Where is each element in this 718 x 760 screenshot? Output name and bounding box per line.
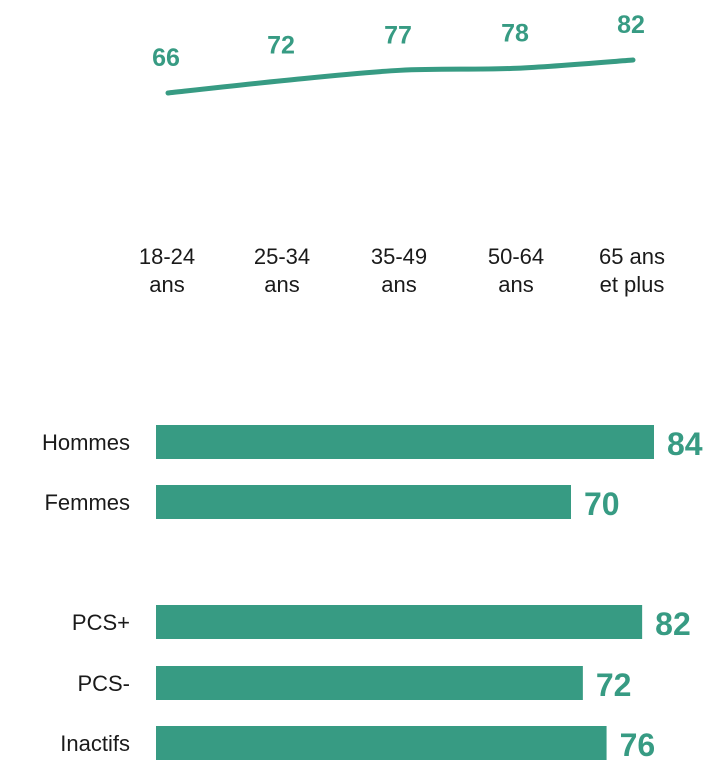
bar-value-label: 70: [584, 486, 620, 522]
x-tick-label: 18-24 ans: [139, 244, 195, 297]
bar: [156, 485, 571, 519]
bar: [156, 425, 654, 459]
category-label: PCS-: [77, 671, 130, 696]
data-label: 66: [152, 44, 180, 72]
x-tick-label: 25-34 ans: [254, 244, 310, 297]
category-label: PCS+: [72, 610, 130, 635]
bar: [156, 605, 643, 639]
category-label: Hommes: [42, 430, 130, 455]
data-label: 82: [617, 11, 645, 39]
bar-value-label: 72: [596, 667, 632, 703]
data-label: 78: [501, 19, 529, 47]
category-label: Femmes: [44, 490, 130, 515]
series-line: [165, 57, 636, 96]
x-tick-label: 65 ans et plus: [599, 244, 665, 297]
x-tick-label: 50-64 ans: [488, 244, 544, 297]
bar-value-label: 82: [655, 606, 691, 642]
data-label: 72: [267, 32, 295, 60]
bar-value-label: 76: [620, 727, 656, 760]
bar: [156, 666, 583, 700]
category-label: Inactifs: [60, 731, 130, 756]
bar-value-label: 84: [667, 426, 703, 462]
data-label: 77: [384, 21, 412, 49]
x-tick-label: 35-49 ans: [371, 244, 427, 297]
bar: [156, 726, 607, 760]
